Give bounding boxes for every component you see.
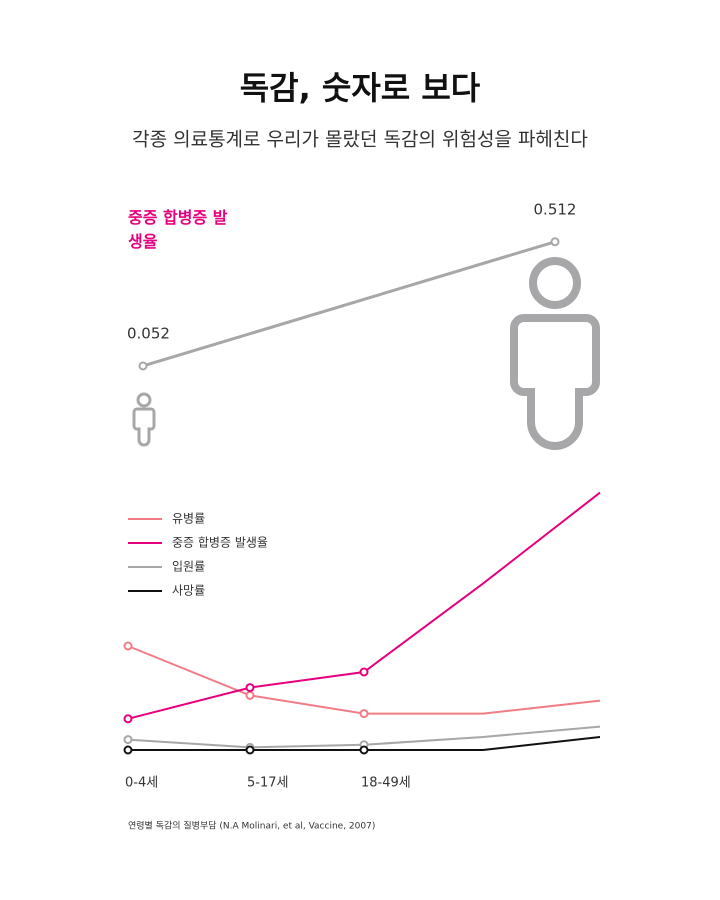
point-marker <box>550 237 560 247</box>
x-tick-label: 0-4세 <box>125 776 158 791</box>
point-marker <box>123 714 133 724</box>
x-tick-label: 18-49세 <box>361 776 411 791</box>
small-person <box>132 392 156 447</box>
point-marker <box>245 690 255 700</box>
legend-label: 유병률 <box>172 512 205 526</box>
source-note: 연령별 독감의 질병부담 (N.A Molinari, et al, Vacci… <box>128 820 375 832</box>
point-marker <box>123 745 133 755</box>
legend-label: 입원률 <box>172 560 205 574</box>
series-line <box>142 240 556 368</box>
large-person <box>510 257 600 450</box>
data-label: 0.052 <box>127 324 170 342</box>
subtitle: 각종 의료통계로 우리가 몰랐던 독감의 위험성을 파헤친다 <box>132 129 588 151</box>
chart-title: 중증 합병증 발생율 <box>128 208 228 251</box>
point-marker <box>359 709 369 719</box>
series-line <box>127 645 601 715</box>
legend-label: 중증 합병증 발생율 <box>172 536 268 550</box>
legend-label: 사망률 <box>172 584 205 598</box>
point-marker <box>359 745 369 755</box>
data-label: 0.512 <box>534 200 577 218</box>
series-line <box>127 491 601 720</box>
point-marker <box>123 735 133 745</box>
point-marker <box>245 745 255 755</box>
point-marker <box>359 667 369 677</box>
point-marker <box>123 641 133 651</box>
point-marker <box>138 361 148 371</box>
person-icons <box>132 257 600 450</box>
x-tick-label: 5-17세 <box>247 776 288 791</box>
title: 독감, 숫자로 보다 <box>240 69 481 107</box>
point-marker <box>245 683 255 693</box>
